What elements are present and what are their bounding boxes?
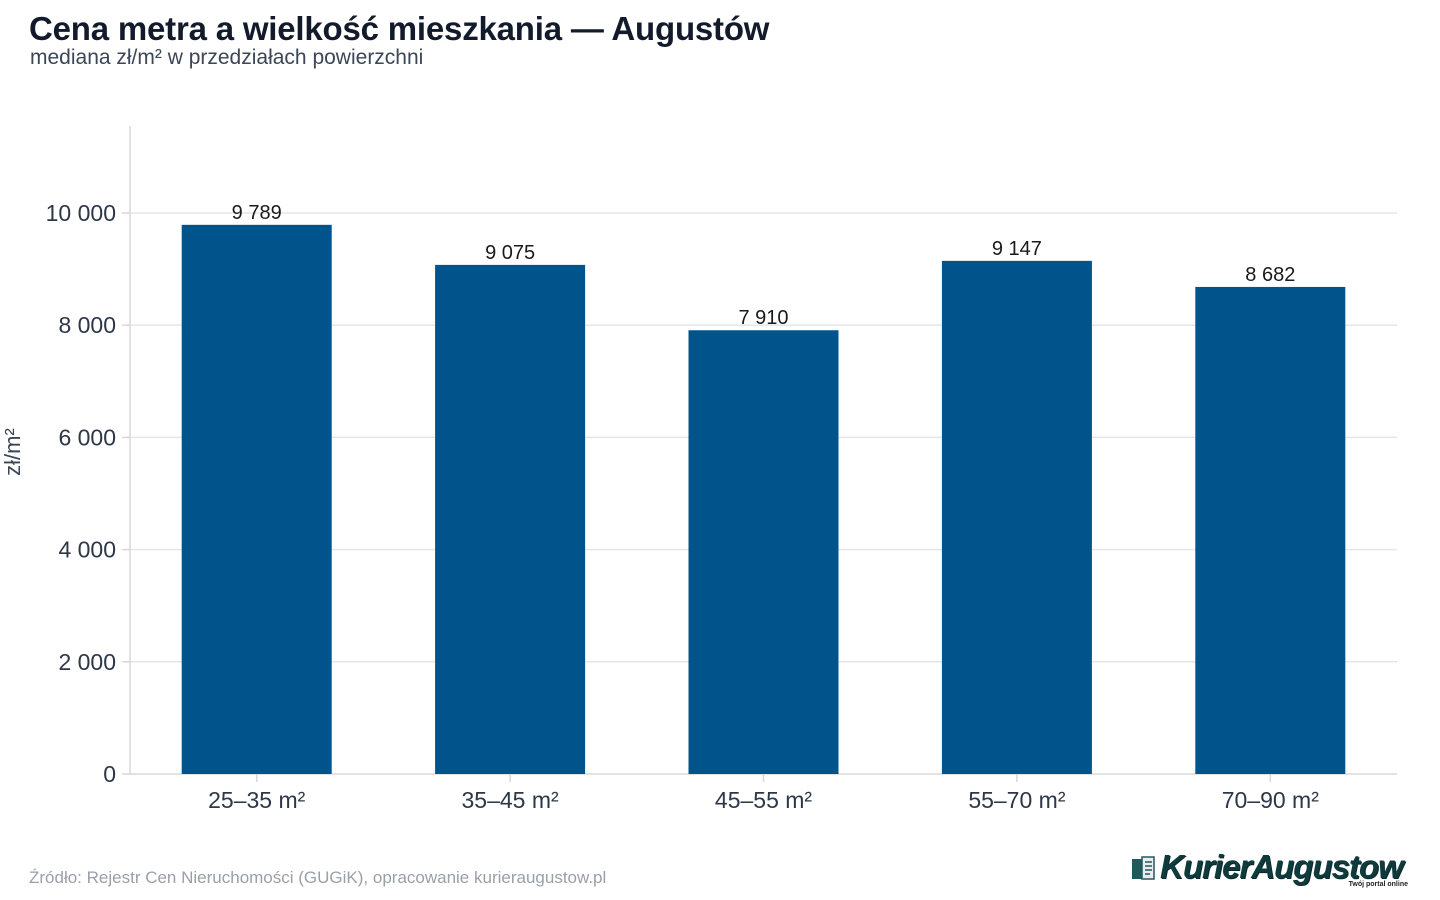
bar <box>1195 286 1346 774</box>
y-axis-label: zł/m² <box>0 428 25 476</box>
bar <box>941 260 1092 775</box>
y-tick-label: 4 000 <box>58 537 116 563</box>
chart-title: Cena metra a wielkość mieszkania — Augus… <box>29 10 770 47</box>
x-tick-label: 35–45 m² <box>462 787 560 813</box>
y-tick-label: 10 000 <box>46 200 116 226</box>
x-tick-label: 55–70 m² <box>968 787 1066 813</box>
bar-value-label: 8 682 <box>1245 264 1295 286</box>
logo-wordmark: KurierAugustow <box>1160 848 1404 885</box>
y-tick-label: 8 000 <box>58 312 116 338</box>
bar-value-label: 9 147 <box>992 238 1042 260</box>
x-tick-label: 45–55 m² <box>715 787 813 813</box>
chart-subtitle: mediana zł/m² w przedziałach powierzchni <box>30 46 424 69</box>
y-tick-label: 0 <box>103 761 116 787</box>
bar-value-label: 7 910 <box>738 307 788 329</box>
bar-value-label: 9 789 <box>232 202 282 224</box>
x-tick-label: 25–35 m² <box>208 787 306 813</box>
bar <box>181 224 332 774</box>
y-tick-label: 2 000 <box>58 649 116 675</box>
x-tick-label: 70–90 m² <box>1222 787 1320 813</box>
bar-value-label: 9 075 <box>485 242 535 264</box>
bar <box>435 264 586 774</box>
source-note: Źródło: Rejestr Cen Nieruchomości (GUGiK… <box>29 868 607 887</box>
y-tick-label: 6 000 <box>58 424 116 450</box>
site-logo: KurierAugustow Twój portal online <box>1128 848 1412 890</box>
logo-tagline: Twój portal online <box>1348 881 1408 888</box>
bar <box>688 330 839 774</box>
newspaper-icon <box>1132 856 1155 880</box>
